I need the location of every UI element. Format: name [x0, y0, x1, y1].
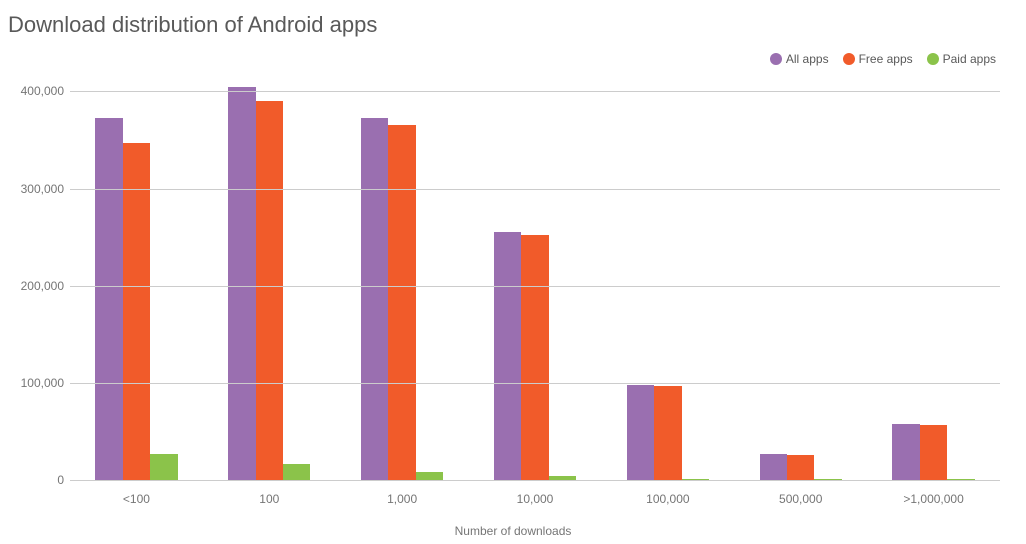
chart-title: Download distribution of Android apps [8, 12, 377, 38]
legend-label: All apps [786, 52, 829, 66]
y-tick-label: 400,000 [21, 84, 70, 98]
y-tick-label: 0 [57, 473, 70, 487]
bar [920, 425, 947, 480]
bar [760, 454, 787, 480]
gridline [70, 383, 1000, 384]
x-tick-label: 1,000 [387, 480, 417, 506]
bar [494, 232, 521, 480]
x-tick-label: 100 [259, 480, 279, 506]
x-tick-label: >1,000,000 [903, 480, 963, 506]
bar [521, 235, 548, 480]
legend: All apps Free apps Paid apps [770, 52, 996, 66]
gridline [70, 480, 1000, 481]
gridline [70, 91, 1000, 92]
bar [228, 87, 255, 480]
x-tick-label: 500,000 [779, 480, 822, 506]
chart-root: Download distribution of Android apps Al… [0, 0, 1026, 544]
legend-swatch [843, 53, 855, 65]
bars [336, 72, 469, 480]
bar [787, 455, 814, 480]
gridline [70, 189, 1000, 190]
legend-label: Free apps [859, 52, 913, 66]
x-group: 500,000 [734, 72, 867, 480]
bar [627, 385, 654, 480]
bar [95, 118, 122, 480]
bar [256, 101, 283, 480]
x-tick-label: 10,000 [517, 480, 554, 506]
x-tick-label: <100 [123, 480, 150, 506]
x-axis-title: Number of downloads [455, 524, 572, 538]
x-group: 1,000 [336, 72, 469, 480]
legend-item: All apps [770, 52, 829, 66]
bars [867, 72, 1000, 480]
bars [469, 72, 602, 480]
legend-item: Paid apps [927, 52, 996, 66]
x-group: 100,000 [601, 72, 734, 480]
x-group: 10,000 [469, 72, 602, 480]
x-group: <100 [70, 72, 203, 480]
bars [203, 72, 336, 480]
legend-label: Paid apps [943, 52, 996, 66]
x-groups: <1001001,00010,000100,000500,000>1,000,0… [70, 72, 1000, 480]
legend-swatch [927, 53, 939, 65]
bar [361, 118, 388, 480]
y-tick-label: 100,000 [21, 376, 70, 390]
bar [388, 125, 415, 480]
gridline [70, 286, 1000, 287]
x-tick-label: 100,000 [646, 480, 689, 506]
bars [734, 72, 867, 480]
bar [150, 454, 177, 480]
bar [283, 464, 310, 480]
y-tick-label: 300,000 [21, 182, 70, 196]
y-tick-label: 200,000 [21, 279, 70, 293]
bar [654, 386, 681, 480]
x-group: >1,000,000 [867, 72, 1000, 480]
bars [601, 72, 734, 480]
x-group: 100 [203, 72, 336, 480]
plot-area: <1001001,00010,000100,000500,000>1,000,0… [70, 72, 1000, 480]
legend-item: Free apps [843, 52, 913, 66]
bar [416, 472, 443, 480]
bars [70, 72, 203, 480]
bar [123, 143, 150, 480]
bar [892, 424, 919, 480]
legend-swatch [770, 53, 782, 65]
